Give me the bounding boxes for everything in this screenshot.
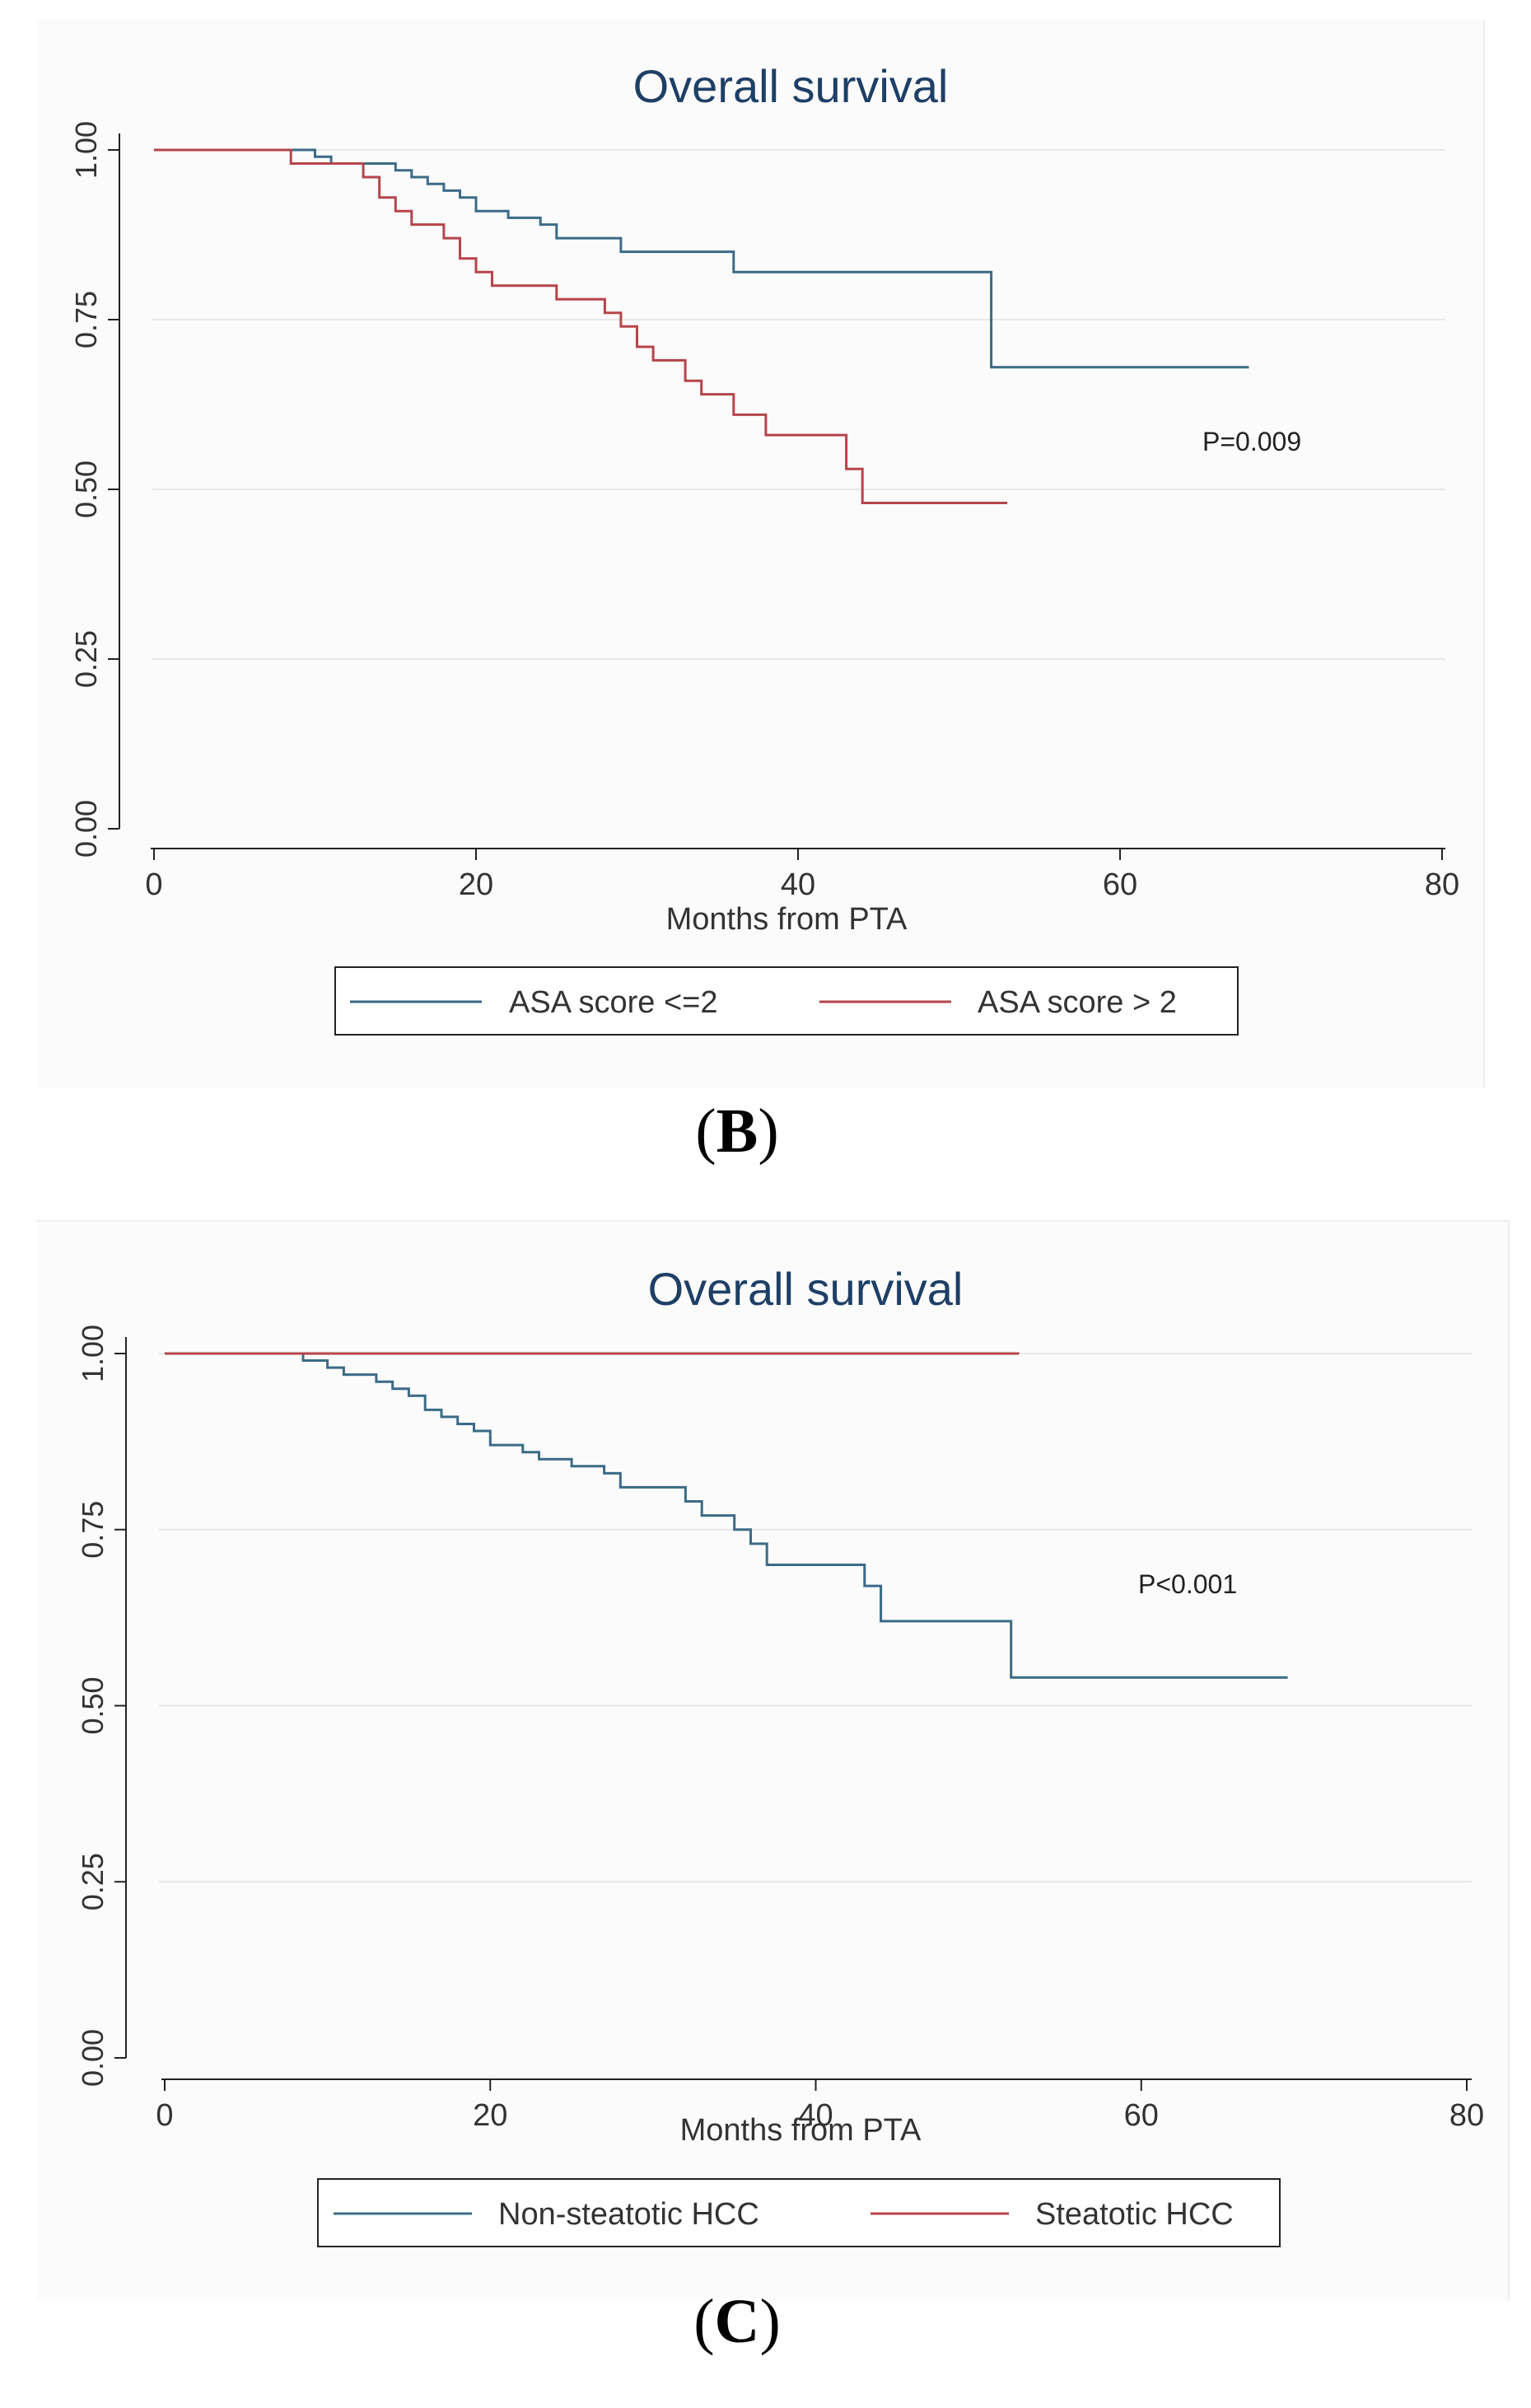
- survival-chart-b: Overall survival 0.00 0.25 0.50 0.75 1.00 0 20…: [69, 60, 1459, 1036]
- y-tick-label: 0.50: [76, 1676, 110, 1734]
- x-tick-label: 40: [781, 867, 815, 902]
- legend: ASA score <=2 ASA score > 2: [334, 966, 1239, 1036]
- legend: Non-steatotic HCC Steatotic HCC: [317, 2178, 1281, 2247]
- series-line-asa-score-2: [154, 148, 1008, 504]
- legend-label-asa-low: ASA score <=2: [509, 985, 718, 1020]
- caption-c: (C): [655, 2286, 819, 2358]
- caption-open-paren: (: [695, 1096, 716, 1166]
- y-tick-label: 0.50: [69, 461, 103, 518]
- y-tick-label: 1.00: [76, 1325, 110, 1382]
- caption-close-paren: ): [759, 2287, 781, 2356]
- x-tick-label: 40: [798, 2098, 833, 2133]
- x-tick-label: 0: [145, 867, 162, 902]
- caption-letter: C: [714, 2287, 760, 2356]
- x-tick-label: 0: [156, 2098, 173, 2133]
- series-line-asa-score-2: [154, 148, 1249, 369]
- chart-title: Overall survival: [633, 60, 949, 112]
- caption-letter: B: [716, 1096, 758, 1166]
- x-tick-label: 20: [459, 867, 493, 902]
- legend-box: [334, 966, 1239, 1036]
- x-axis-label: Months from PTA: [680, 2113, 922, 2148]
- caption-close-paren: ): [758, 1096, 779, 1166]
- y-tick-label: 0.75: [69, 291, 103, 348]
- x-axis-label: Months from PTA: [666, 902, 908, 937]
- y-tick-label: 0.25: [69, 630, 103, 688]
- legend-label-steatotic: Steatotic HCC: [1035, 2197, 1234, 2232]
- x-tick-label: 60: [1103, 867, 1137, 902]
- y-tick-label: 0.25: [76, 1853, 110, 1910]
- legend-box: [317, 2178, 1281, 2247]
- y-tick-label: 0.00: [76, 2029, 110, 2087]
- chart-panel-b: Overall survival 0.00 0.25 0.50 0.75 1.00 0 20…: [37, 20, 1485, 1087]
- legend-label-asa-high: ASA score > 2: [978, 985, 1177, 1020]
- chart-panel-c: Overall survival 0.00 0.25 0.50 0.75 1.00 0 20…: [37, 1220, 1510, 2301]
- caption-b: (B): [655, 1096, 819, 1167]
- caption-open-paren: (: [693, 2287, 715, 2356]
- x-tick-label: 20: [473, 2098, 507, 2133]
- y-tick-label: 0.75: [76, 1501, 110, 1559]
- p-value-annotation: P=0.009: [1202, 427, 1301, 456]
- series-line-non-steatotic-hcc: [165, 1352, 1288, 1679]
- p-value-annotation: P<0.001: [1138, 1569, 1237, 1599]
- y-tick-label: 1.00: [69, 121, 103, 179]
- survival-chart-c: Overall survival 0.00 0.25 0.50 0.75 1.00 0 20…: [76, 1263, 1484, 2247]
- x-tick-label: 60: [1124, 2098, 1159, 2133]
- x-tick-label: 80: [1425, 867, 1459, 902]
- x-tick-label: 80: [1449, 2098, 1484, 2133]
- chart-title: Overall survival: [648, 1263, 964, 1315]
- y-tick-label: 0.00: [69, 800, 103, 858]
- legend-label-non-steatotic: Non-steatotic HCC: [498, 2197, 759, 2232]
